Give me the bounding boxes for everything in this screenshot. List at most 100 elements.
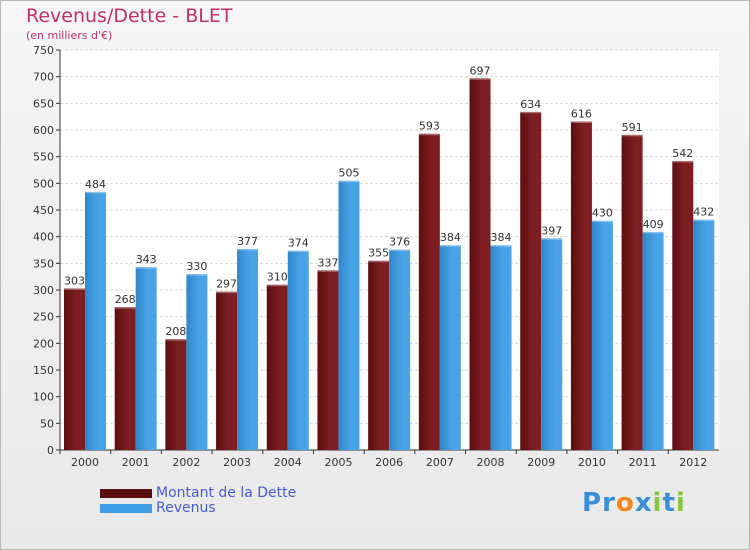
bar-revenus — [135, 267, 157, 450]
bar-highlight — [418, 133, 440, 136]
y-tick-label: 350 — [33, 257, 54, 270]
legend-swatch-revenus — [100, 504, 152, 513]
y-tick-label: 550 — [33, 151, 54, 164]
legend-swatch-dette — [100, 489, 152, 498]
x-tick-label: 2007 — [426, 456, 454, 469]
bar-revenus — [642, 231, 664, 450]
bar-highlight — [591, 220, 613, 223]
bar-highlight — [469, 78, 491, 80]
bar-revenus — [693, 219, 715, 450]
bar-revenus — [389, 249, 411, 450]
bar-highlight — [368, 260, 390, 263]
data-label: 634 — [520, 98, 541, 111]
logo-letter: r — [602, 488, 616, 518]
bar-revenus — [591, 220, 613, 450]
x-tick-label: 2009 — [527, 456, 555, 469]
y-tick-label: 400 — [33, 231, 54, 244]
bar-highlight — [490, 245, 512, 247]
bar-highlight — [85, 191, 106, 194]
x-tick-label: 2001 — [122, 456, 150, 469]
bar-highlight — [672, 160, 694, 163]
x-tick-label: 2012 — [679, 456, 707, 469]
data-label: 409 — [643, 218, 664, 231]
y-tick-label: 500 — [33, 177, 54, 190]
bar-revenus — [237, 248, 259, 450]
legend-label-dette: Montant de la Dette — [156, 485, 297, 501]
bar-dette — [114, 307, 136, 450]
bar-highlight — [114, 307, 136, 309]
bar-dette — [266, 284, 288, 450]
data-label: 330 — [186, 260, 207, 273]
data-label: 616 — [571, 107, 592, 120]
bar-highlight — [237, 248, 259, 251]
data-label: 593 — [419, 120, 440, 133]
bar-dette — [165, 339, 187, 450]
bar-highlight — [216, 291, 238, 294]
logo-letter: P — [582, 488, 603, 518]
bar-highlight — [541, 238, 563, 240]
data-label: 208 — [165, 325, 186, 338]
bar-highlight — [520, 111, 542, 114]
bar-highlight — [621, 134, 643, 137]
bar-dette — [621, 134, 643, 451]
y-tick-label: 450 — [33, 204, 54, 217]
bar-dette — [418, 133, 440, 450]
y-tick-label: 200 — [33, 337, 54, 350]
x-tick-label: 2004 — [274, 456, 302, 469]
y-tick-label: 100 — [33, 391, 54, 404]
bar-highlight — [135, 267, 157, 269]
logo-letter: t — [662, 488, 676, 518]
logo-letter: o — [615, 488, 635, 518]
bar-revenus — [338, 180, 360, 450]
bar-dette — [570, 121, 592, 450]
bar-highlight — [287, 250, 309, 253]
bar-dette — [368, 260, 390, 450]
data-label: 697 — [470, 64, 491, 77]
data-label: 591 — [622, 121, 643, 134]
x-tick-label: 2002 — [172, 456, 200, 469]
x-tick-label: 2008 — [477, 456, 505, 469]
bar-highlight — [165, 339, 187, 341]
bar-revenus — [541, 238, 563, 450]
y-tick-label: 600 — [33, 124, 54, 137]
data-label: 303 — [64, 274, 85, 287]
data-label: 376 — [389, 235, 410, 248]
bar-dette — [317, 270, 339, 450]
data-label: 337 — [317, 256, 338, 269]
logo-letter: i — [675, 488, 686, 518]
bar-revenus — [287, 250, 309, 450]
bar-highlight — [642, 231, 664, 234]
bar-dette — [520, 111, 542, 450]
data-label: 484 — [85, 178, 106, 191]
data-label: 397 — [541, 224, 562, 237]
y-tick-label: 250 — [33, 311, 54, 324]
y-tick-label: 150 — [33, 364, 54, 377]
bar-highlight — [693, 219, 715, 222]
y-tick-label: 0 — [47, 444, 54, 457]
logo-letter: i — [652, 488, 663, 518]
bar-highlight — [389, 249, 411, 251]
x-tick-label: 2010 — [578, 456, 606, 469]
legend-label-revenus: Revenus — [156, 500, 216, 516]
x-tick-label: 2003 — [223, 456, 251, 469]
bar-highlight — [317, 270, 339, 272]
data-label: 432 — [693, 206, 714, 219]
data-label: 505 — [338, 167, 359, 180]
data-label: 374 — [288, 237, 309, 250]
chart-title: Revenus/Dette - BLET — [26, 5, 233, 27]
y-tick-label: 50 — [40, 417, 54, 430]
chart-subtitle: (en milliers d'€) — [26, 29, 113, 42]
data-label: 377 — [237, 235, 258, 248]
bar-highlight — [338, 180, 360, 183]
bar-dette — [672, 160, 694, 450]
x-tick-label: 2000 — [71, 456, 99, 469]
bar-highlight — [266, 284, 288, 287]
y-tick-label: 750 — [33, 44, 54, 57]
data-label: 430 — [592, 207, 613, 220]
bar-highlight — [570, 121, 592, 123]
data-label: 542 — [672, 147, 693, 160]
bar-highlight — [439, 245, 461, 247]
logo-letter: x — [634, 488, 653, 518]
bar-dette — [216, 291, 238, 450]
